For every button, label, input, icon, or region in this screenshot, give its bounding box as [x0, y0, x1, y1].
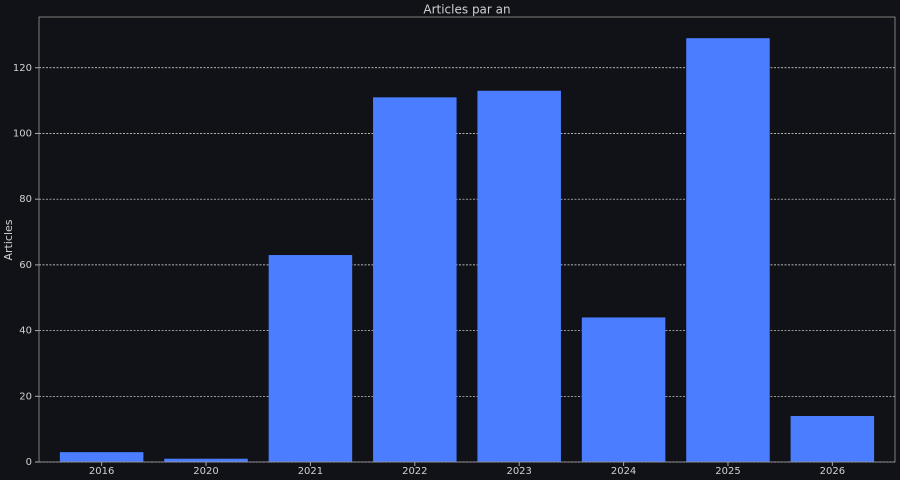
y-tick-label: 80	[19, 194, 32, 205]
x-tick-label: 2020	[193, 466, 218, 477]
bar	[477, 90, 561, 463]
x-tick-label: 2026	[820, 466, 845, 477]
bar	[581, 317, 666, 462]
bar	[59, 452, 144, 462]
y-tick-label: 40	[19, 326, 32, 337]
y-tick-label: 20	[19, 391, 32, 402]
x-tick-label: 2023	[506, 466, 531, 477]
x-tick-label: 2021	[298, 466, 323, 477]
y-tick-label: 120	[13, 63, 32, 74]
bar	[686, 38, 770, 462]
bar	[373, 97, 457, 462]
y-tick-label: 100	[13, 128, 32, 139]
y-axis-label: Articles	[2, 219, 15, 260]
bar	[790, 416, 875, 462]
bar	[164, 458, 248, 462]
x-tick-label: 2022	[402, 466, 427, 477]
x-tick-label: 2025	[715, 466, 740, 477]
y-tick-label: 60	[19, 260, 32, 271]
bar	[268, 255, 353, 462]
chart-title: Articles par an	[423, 3, 510, 17]
x-tick-label: 2024	[611, 466, 636, 477]
plot-frame	[38, 16, 896, 463]
y-tick-label: 0	[26, 457, 32, 468]
x-tick-label: 2016	[89, 466, 114, 477]
